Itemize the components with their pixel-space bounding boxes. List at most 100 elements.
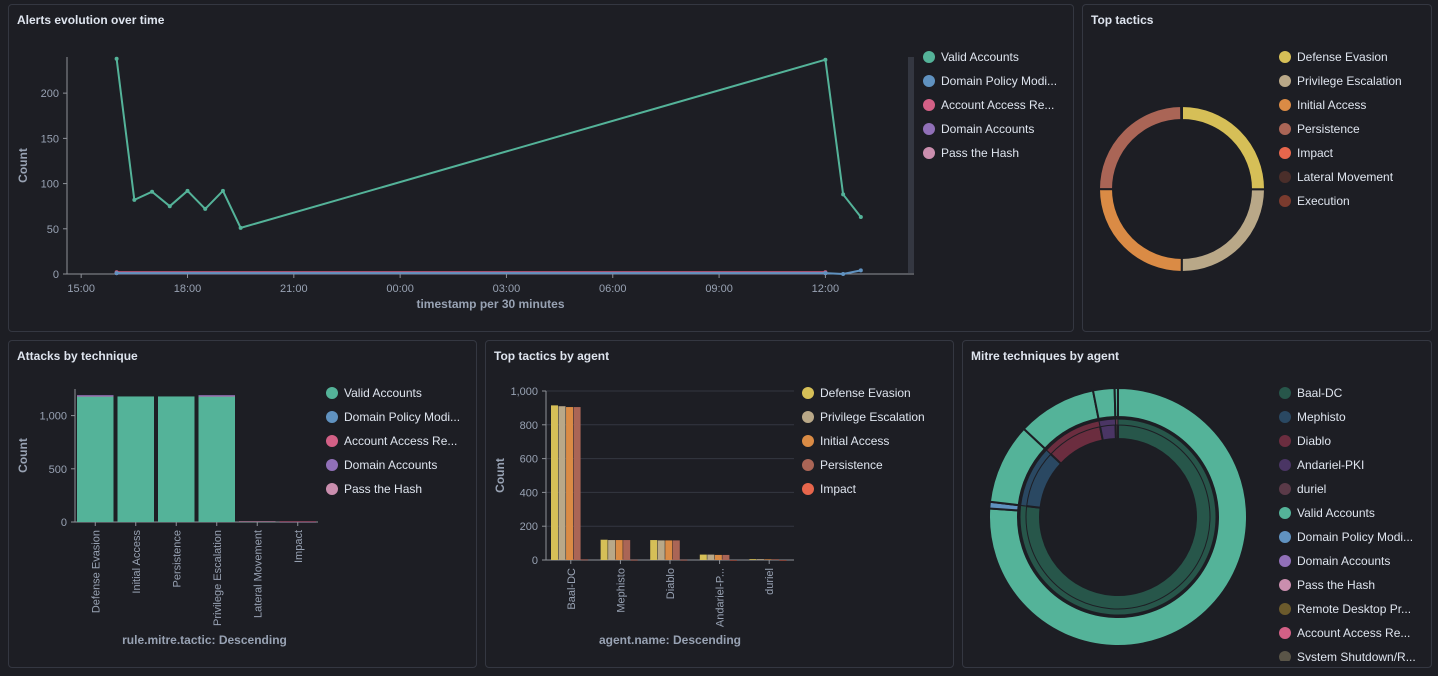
attacks-bar-chart[interactable]: 0 500 1,000 Defense Evasion Initial Access Pe… [9,341,324,661]
legend-item-impact[interactable]: Impact [802,477,947,501]
legend-item-domain-policy-modi[interactable]: Domain Policy Modi... [1279,525,1427,549]
legend-item-persistence[interactable]: Persistence [1279,117,1429,141]
legend-item-pass-the-hash[interactable]: Pass the Hash [923,141,1068,165]
legend-swatch [802,387,814,399]
legend-label: Pass the Hash [941,146,1020,160]
legend-swatch [923,99,935,111]
legend-scrollbar [908,57,914,273]
legend-item-valid-accounts[interactable]: Valid Accounts [923,45,1068,69]
legend-swatch [1279,483,1291,495]
bar-andariel-p-initial-access [714,554,722,560]
data-point [858,268,863,273]
outer-slice-baal-dc-valid-accounts [988,386,1248,647]
legend-swatch [802,459,814,471]
legend-label: Impact [1297,146,1334,160]
legend-item-mephisto[interactable]: Mephisto [1279,405,1427,429]
x-tick-label: Andariel-P... [715,568,727,627]
legend-label: Pass the Hash [344,482,423,496]
legend-item-account-access-re[interactable]: Account Access Re... [1279,621,1427,645]
legend-item-privilege-escalation[interactable]: Privilege Escalation [802,405,947,429]
x-tick-label: 21:00 [280,283,308,295]
legend-item-persistence[interactable]: Persistence [802,453,947,477]
legend-item-initial-access[interactable]: Initial Access [1279,93,1429,117]
legend-item-valid-accounts[interactable]: Valid Accounts [326,381,471,405]
slice-defense-evasion [1181,104,1266,191]
legend-label: Diablo [1297,434,1332,448]
legend-label: Defense Evasion [1297,50,1388,64]
legend-swatch [1279,387,1291,399]
legend-label: Mephisto [1297,410,1346,424]
attacks-legend: Valid Accounts Domain Policy Modi... Accou… [326,381,471,501]
legend-item-defense-evasion[interactable]: Defense Evasion [802,381,947,405]
bar-mephisto-initial-access [615,540,623,560]
data-point [132,197,137,202]
bar-privilege-escalation-domain-policy-modi [198,396,235,397]
bar-baal-dc-defense-evasion [551,405,559,560]
legend-item-valid-accounts[interactable]: Valid Accounts [1279,501,1427,525]
alerts-line-chart[interactable]: 0 50 100 150 200 15:00 18:00 21:00 00:00 03:00 06:… [9,5,919,325]
y-tick-label: 500 [49,464,67,476]
bar-initial-access-valid-accounts [117,396,154,522]
legend-item-domain-accounts[interactable]: Domain Accounts [923,117,1068,141]
x-axis-title: agent.name: Descending [599,633,741,647]
legend-item-initial-access[interactable]: Initial Access [802,429,947,453]
legend-item-pass-the-hash[interactable]: Pass the Hash [326,477,471,501]
x-tick-label: 18:00 [174,283,202,295]
legend-label: Impact [820,482,857,496]
legend-swatch [326,435,338,447]
legend-swatch [326,483,338,495]
bar-privilege-escalation-account-access-re [198,395,235,397]
legend-label: Lateral Movement [1297,170,1394,184]
data-point [167,204,172,209]
legend-swatch [326,411,338,423]
legend-item-account-access-re[interactable]: Account Access Re... [923,93,1068,117]
slice-initial-access [1097,188,1183,274]
legend-item-domain-policy-modi[interactable]: Domain Policy Modi... [923,69,1068,93]
legend-swatch [1279,195,1291,207]
legend-label: Account Access Re... [941,98,1055,112]
legend-item-diablo[interactable]: Diablo [1279,429,1427,453]
legend-item-domain-policy-modi[interactable]: Domain Policy Modi... [326,405,471,429]
legend-swatch [802,483,814,495]
bar-privilege-escalation-domain-accounts [198,395,235,396]
data-point [823,271,828,276]
legend-label: Initial Access [1297,98,1367,112]
bar-impact-account-access-re [279,521,316,523]
legend-item-domain-accounts[interactable]: Domain Accounts [1279,549,1427,573]
legend-swatch [923,123,935,135]
tactics-agent-bar-chart[interactable]: 0 200 400 600 800 1,000 Baal-DC Mephisto Diablo A… [486,341,796,661]
legend-swatch [1279,123,1291,135]
x-tick-label: Impact [293,530,305,563]
bar-lateral-movement-pass-the-hash [239,521,276,523]
bar-duriel-initial-access [764,559,772,560]
legend-swatch [923,75,935,87]
legend-label: Account Access Re... [1297,626,1411,640]
data-point [823,57,828,62]
legend-item-privilege-escalation[interactable]: Privilege Escalation [1279,69,1429,93]
mitre-agent-legend: Baal-DC Mephisto Diablo Andariel-PKI duriel V… [1279,381,1427,661]
x-tick-label: 06:00 [599,283,627,295]
legend-swatch [326,459,338,471]
legend-item-execution[interactable]: Execution [1279,189,1429,213]
data-point [203,206,208,211]
legend-item-account-access-re[interactable]: Account Access Re... [326,429,471,453]
legend-item-impact[interactable]: Impact [1279,141,1429,165]
mitre-agent-sunburst[interactable] [963,361,1273,661]
legend-item-duriel[interactable]: duriel [1279,477,1427,501]
legend-item-lateral-movement[interactable]: Lateral Movement [1279,165,1429,189]
legend-item-pass-the-hash[interactable]: Pass the Hash [1279,573,1427,597]
legend-label: Initial Access [820,434,890,448]
legend-item-defense-evasion[interactable]: Defense Evasion [1279,45,1429,69]
legend-item-baal-dc[interactable]: Baal-DC [1279,381,1427,405]
data-point [150,189,155,194]
legend-item-andariel-pki[interactable]: Andariel-PKI [1279,453,1427,477]
legend-item-domain-accounts[interactable]: Domain Accounts [326,453,471,477]
legend-item-system-shutdown-r[interactable]: System Shutdown/R... [1279,645,1427,661]
slice-privilege-escalation [1180,188,1267,274]
top-tactics-donut[interactable] [1083,25,1273,315]
y-tick-label: 0 [53,269,59,281]
legend-item-remote-desktop-pr[interactable]: Remote Desktop Pr... [1279,597,1427,621]
bar-andariel-p-impact [729,560,737,561]
bar-diablo-defense-evasion [650,540,658,560]
alerts-legend: Valid Accounts Domain Policy Modi... Accou… [923,45,1068,165]
